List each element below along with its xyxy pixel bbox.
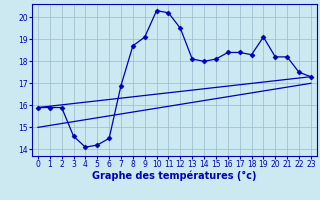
X-axis label: Graphe des températures (°c): Graphe des températures (°c) [92,171,257,181]
